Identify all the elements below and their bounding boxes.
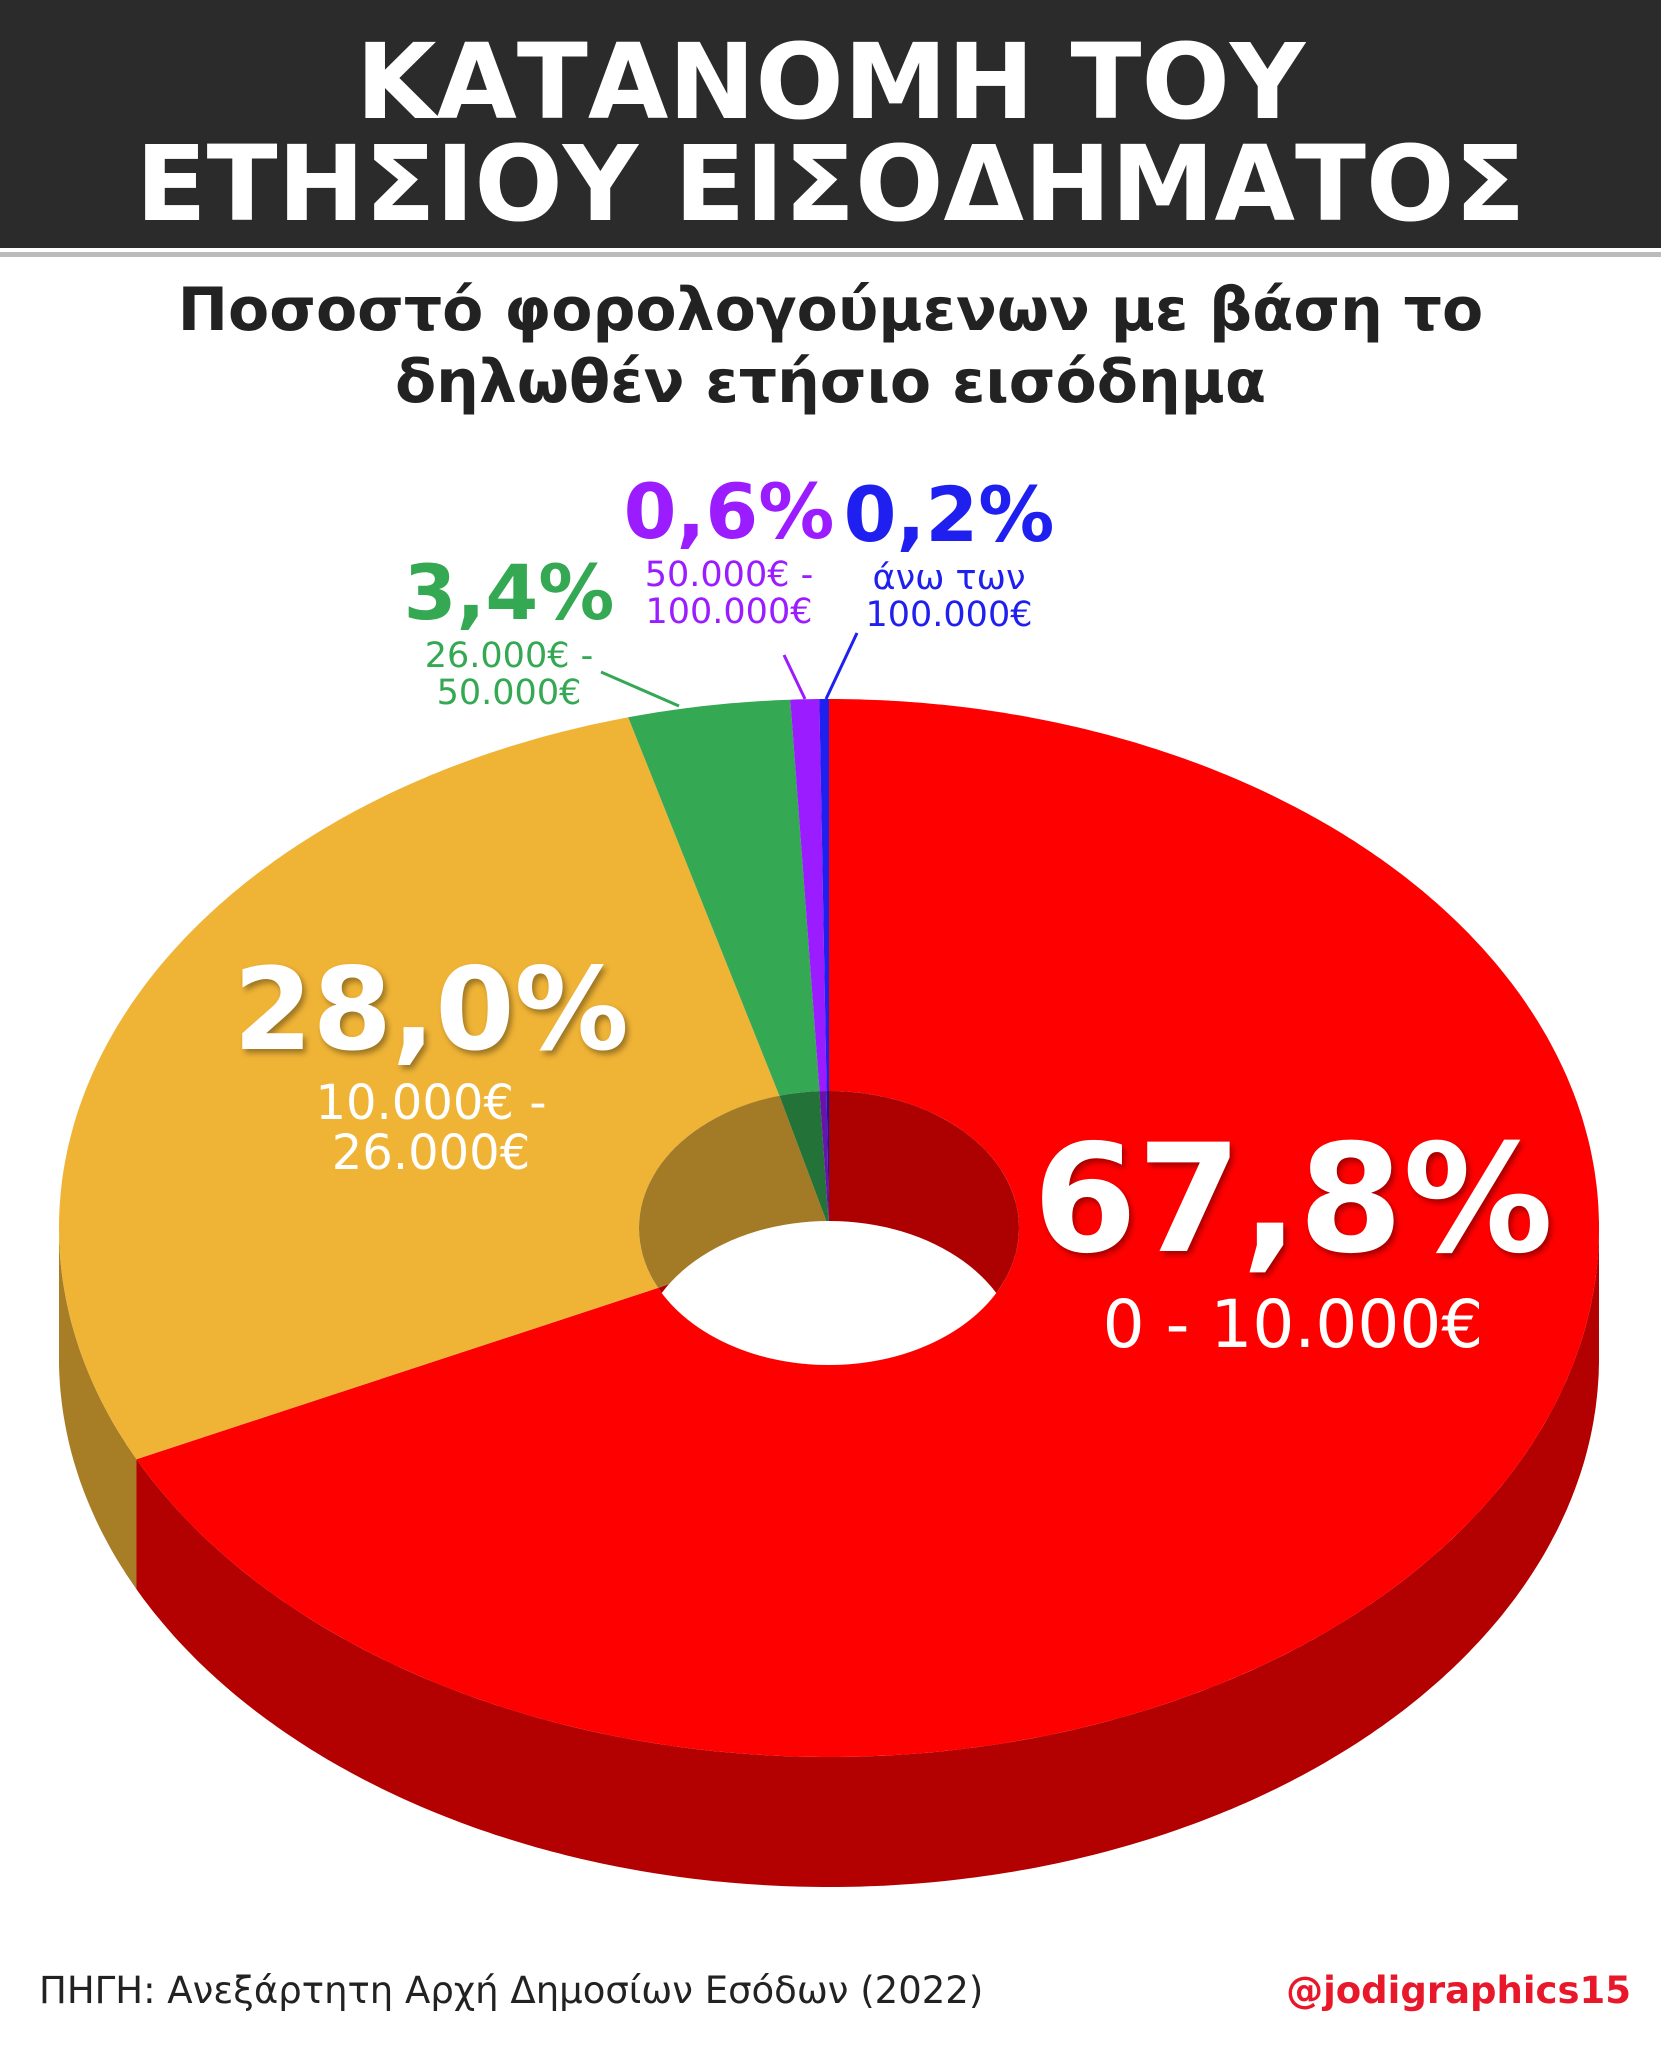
category-label: 26.000€ - 50.000€	[424, 636, 594, 713]
value-label: 67,8%	[1032, 1113, 1554, 1287]
slice	[819, 699, 829, 1091]
slice-side	[59, 1228, 137, 1590]
category-label: άνω των 100.000€	[865, 558, 1033, 635]
category-label: 0 - 10.000€	[1102, 1286, 1484, 1363]
subtitle-line: Ποσοστό φορολογούμενων με βάση το	[177, 275, 1484, 345]
slice-side	[136, 1228, 1599, 1887]
hole	[639, 1091, 1019, 1365]
leader-line	[600, 670, 680, 708]
category-label: 10.000€ - 26.000€	[315, 1074, 547, 1182]
title-line: ΕΤΗΣΙΟΥ ΕΙΣΟΔΗΜΑΤΟΣ	[135, 123, 1526, 245]
slice	[790, 699, 827, 1092]
category-label: 50.000€ - 100.000€	[644, 555, 814, 632]
inner-wall	[769, 1091, 829, 1228]
title-bar: ΚΑΤΑΝΟΜΗ ΤΟΥ ΕΤΗΣΙΟΥ ΕΙΣΟΔΗΜΑΤΟΣ	[0, 0, 1661, 252]
value-label: 0,6%	[623, 467, 835, 556]
inner-wall	[817, 1091, 829, 1228]
value-label: 3,4%	[403, 548, 615, 637]
leader-line	[782, 654, 807, 700]
hole-floor	[639, 1221, 1019, 1365]
source: ΠΗΓΗ: Ανεξάρτητη Αρχή Δημοσίων Εσόδων (2…	[39, 1969, 984, 2012]
value-label: 28,0%	[233, 943, 629, 1076]
title-line: ΚΑΤΑΝΟΜΗ ΤΟΥ	[355, 21, 1306, 143]
credit: @jodigraphics15	[1286, 1969, 1631, 2012]
leader-line	[824, 632, 859, 700]
value-label: 0,2%	[843, 470, 1055, 559]
inner-wall	[826, 1091, 829, 1228]
slice	[59, 717, 780, 1460]
slice	[136, 699, 1599, 1757]
slice	[628, 699, 820, 1096]
subtitle-line: δηλωθέν ετήσιο εισόδημα	[394, 347, 1267, 417]
